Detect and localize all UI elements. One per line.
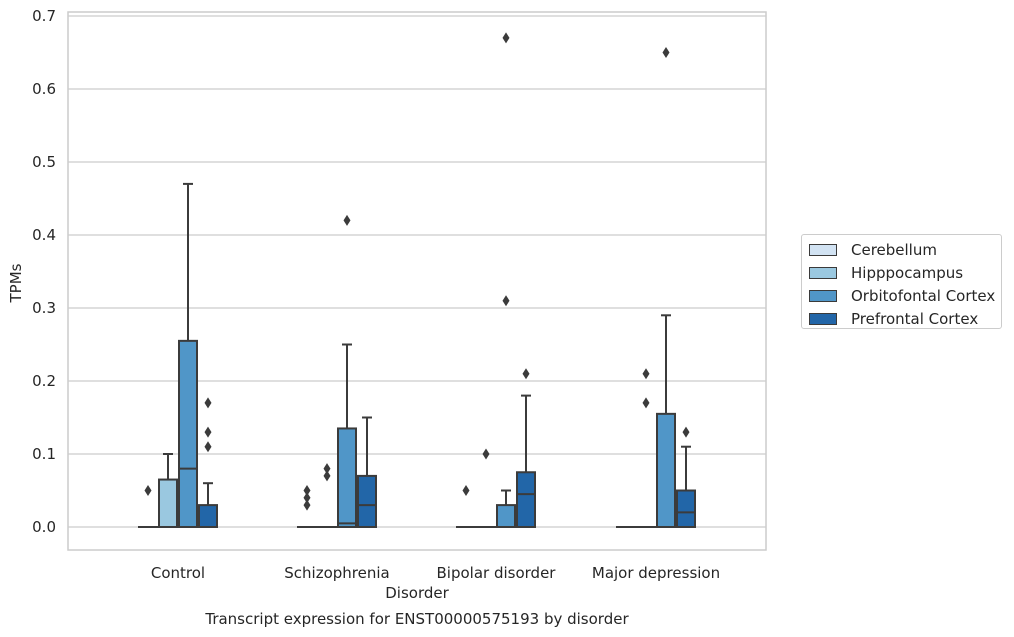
x-tick-label: Bipolar disorder: [437, 564, 557, 582]
y-tick-label: 0.7: [32, 7, 56, 25]
y-axis-label: TPMs: [7, 263, 25, 303]
y-axis-ticks: 0.0 0.1 0.2 0.3 0.4 0.5 0.6 0.7: [32, 7, 56, 536]
box-prefrontal-cortex-schizophrenia: [357, 416, 377, 528]
y-tick-label: 0.1: [32, 445, 56, 463]
legend-swatch: [809, 289, 837, 302]
box-orbitofontal-cortex-schizophrenia: [337, 214, 357, 529]
box-body: [676, 489, 696, 528]
box-orbitofontal-cortex-control: [178, 182, 198, 528]
outlier-group: [462, 485, 470, 496]
outlier-point: [144, 485, 152, 496]
plot-area-frame: [67, 11, 767, 551]
x-tick-label: Major depression: [592, 564, 720, 582]
box-prefrontal-cortex-control: [198, 397, 218, 529]
outlier-point: [642, 397, 650, 409]
box-body: [496, 504, 516, 529]
y-tick-label: 0.2: [32, 372, 56, 390]
box-prefrontal-cortex-major-depression: [676, 426, 696, 528]
outlier-point: [462, 485, 470, 496]
box-body: [357, 474, 377, 528]
legend-item: Orbitofontal Cortex: [809, 284, 1001, 307]
y-tick-label: 0.4: [32, 226, 56, 244]
legend-label: Hipppocampus: [851, 263, 964, 282]
box-body: [158, 478, 178, 528]
outlier-point: [522, 368, 530, 380]
outlier-point: [204, 397, 212, 409]
legend-swatch: [809, 312, 837, 325]
legend: Cerebellum Hipppocampus Orbitofontal Corte…: [801, 234, 1002, 329]
box-orbitofontal-cortex-bipolar-disorder: [496, 32, 516, 529]
x-tick-label: Control: [151, 564, 205, 582]
box-series: [138, 32, 696, 529]
box-hipppocampus-control: [158, 453, 178, 528]
box-body: [656, 412, 676, 529]
y-tick-label: 0.0: [32, 518, 56, 536]
outlier-point: [642, 368, 650, 380]
y-tick-label: 0.3: [32, 299, 56, 317]
box-prefrontal-cortex-bipolar-disorder: [516, 368, 536, 528]
outlier-group: [482, 448, 490, 460]
legend-label: Prefrontal Cortex: [851, 309, 979, 328]
outlier-group: [642, 368, 650, 409]
outlier-point: [204, 441, 212, 453]
x-axis-label: Disorder: [385, 584, 449, 602]
legend-item: Prefrontal Cortex: [809, 307, 1001, 330]
outlier-point: [482, 448, 490, 460]
legend-swatch: [809, 243, 837, 256]
legend-swatch: [809, 266, 837, 279]
outlier-point: [303, 499, 311, 511]
y-tick-label: 0.6: [32, 80, 56, 98]
outlier-group: [323, 463, 331, 482]
legend-label: Orbitofontal Cortex: [851, 286, 996, 305]
outlier-point: [204, 426, 212, 438]
legend-item: Hipppocampus: [809, 261, 1001, 284]
outlier-point: [662, 47, 670, 58]
box-body: [337, 427, 357, 529]
outlier-point: [502, 295, 510, 307]
outlier-group: [303, 485, 311, 511]
outlier-point: [303, 485, 311, 496]
legend-label: Cerebellum: [851, 240, 937, 259]
legend-item: Cerebellum: [809, 238, 1001, 261]
box-body: [198, 504, 218, 529]
outlier-point: [303, 492, 311, 504]
box-body: [516, 471, 536, 528]
outlier-point: [502, 32, 510, 44]
figure-caption: Transcript expression for ENST0000057519…: [205, 610, 629, 628]
outlier-point: [323, 463, 331, 475]
outlier-group: [144, 485, 152, 496]
outlier-point: [343, 214, 351, 226]
x-axis-ticks: Control Schizophrenia Bipolar disorder Majo…: [151, 564, 720, 582]
outlier-point: [682, 426, 690, 438]
box-body: [178, 339, 198, 528]
x-tick-label: Schizophrenia: [284, 564, 389, 582]
box-orbitofontal-cortex-major-depression: [656, 47, 676, 529]
outlier-point: [323, 470, 331, 482]
y-tick-label: 0.5: [32, 153, 56, 171]
